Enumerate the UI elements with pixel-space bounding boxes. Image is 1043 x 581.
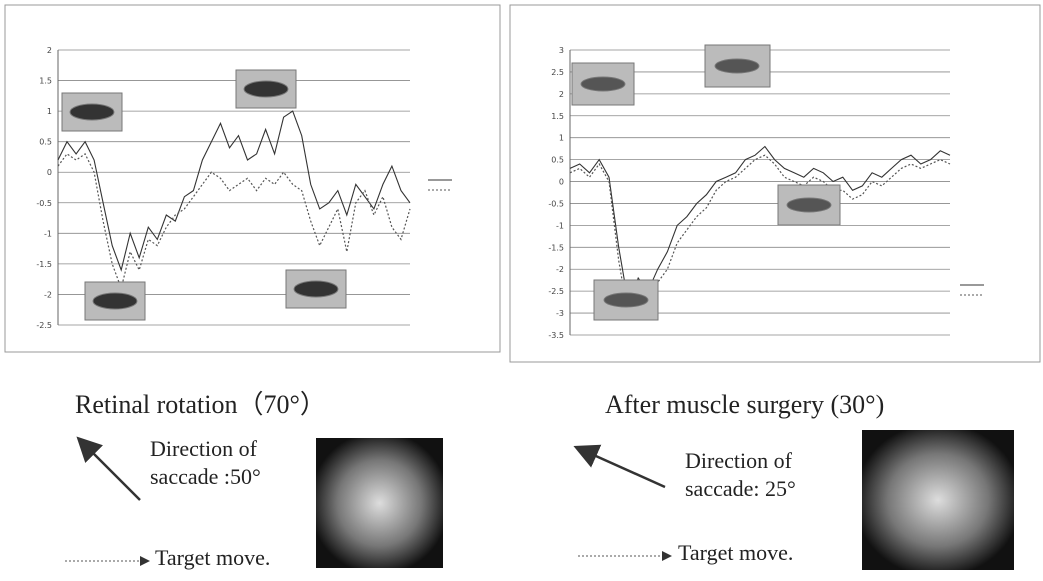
y-tick-label: 3 (559, 46, 564, 55)
y-tick-label: -0.5 (36, 199, 52, 208)
chart-frame (510, 5, 1040, 362)
caption-target: Target move. (678, 540, 793, 565)
y-tick-label: -2.5 (548, 287, 564, 296)
y-tick-label: -3 (556, 309, 564, 318)
fundus-photo (316, 438, 443, 568)
y-tick-label: 2.5 (551, 68, 564, 77)
y-tick-label: 0 (559, 178, 564, 187)
y-tick-label: -1 (44, 229, 52, 238)
caption-direction: saccade: 25° (685, 476, 796, 501)
chart-frame (5, 5, 500, 352)
caption-direction: saccade :50° (150, 464, 261, 489)
caption-direction: Direction of (150, 436, 258, 461)
saccade-arrow (80, 440, 140, 500)
y-tick-label: 0.5 (551, 156, 564, 165)
y-tick-label: -2 (556, 265, 564, 274)
y-tick-label: 1 (559, 134, 564, 143)
y-tick-label: -3.5 (548, 331, 564, 340)
y-tick-label: 0.5 (39, 138, 52, 147)
y-tick-label: -1.5 (548, 243, 564, 252)
y-tick-label: -0.5 (548, 199, 564, 208)
fundus-photo (862, 430, 1014, 570)
y-tick-label: 2 (559, 90, 564, 99)
y-tick-label: 0 (47, 168, 52, 177)
y-tick-label: 2 (47, 46, 52, 55)
y-tick-label: 1 (47, 107, 52, 116)
y-tick-label: 1.5 (551, 112, 564, 121)
y-tick-label: -1.5 (36, 260, 52, 269)
caption-title: Retinal rotation（70°） (75, 390, 326, 419)
caption-direction: Direction of (685, 448, 793, 473)
figure: 2 1.5 1 0.5 0 -0.5 -1 -1.5 -2 -2.5 3 2.5 2 1.5 1 0.5 0 -0… (0, 0, 1043, 576)
y-tick-label: 1.5 (39, 77, 52, 86)
y-tick-label: -2.5 (36, 321, 52, 330)
y-tick-label: -2 (44, 290, 52, 299)
caption-title: After muscle surgery (30°) (605, 390, 884, 419)
saccade-arrow (578, 448, 665, 487)
y-tick-label: -1 (556, 221, 564, 230)
caption-target: Target move. (155, 545, 270, 570)
